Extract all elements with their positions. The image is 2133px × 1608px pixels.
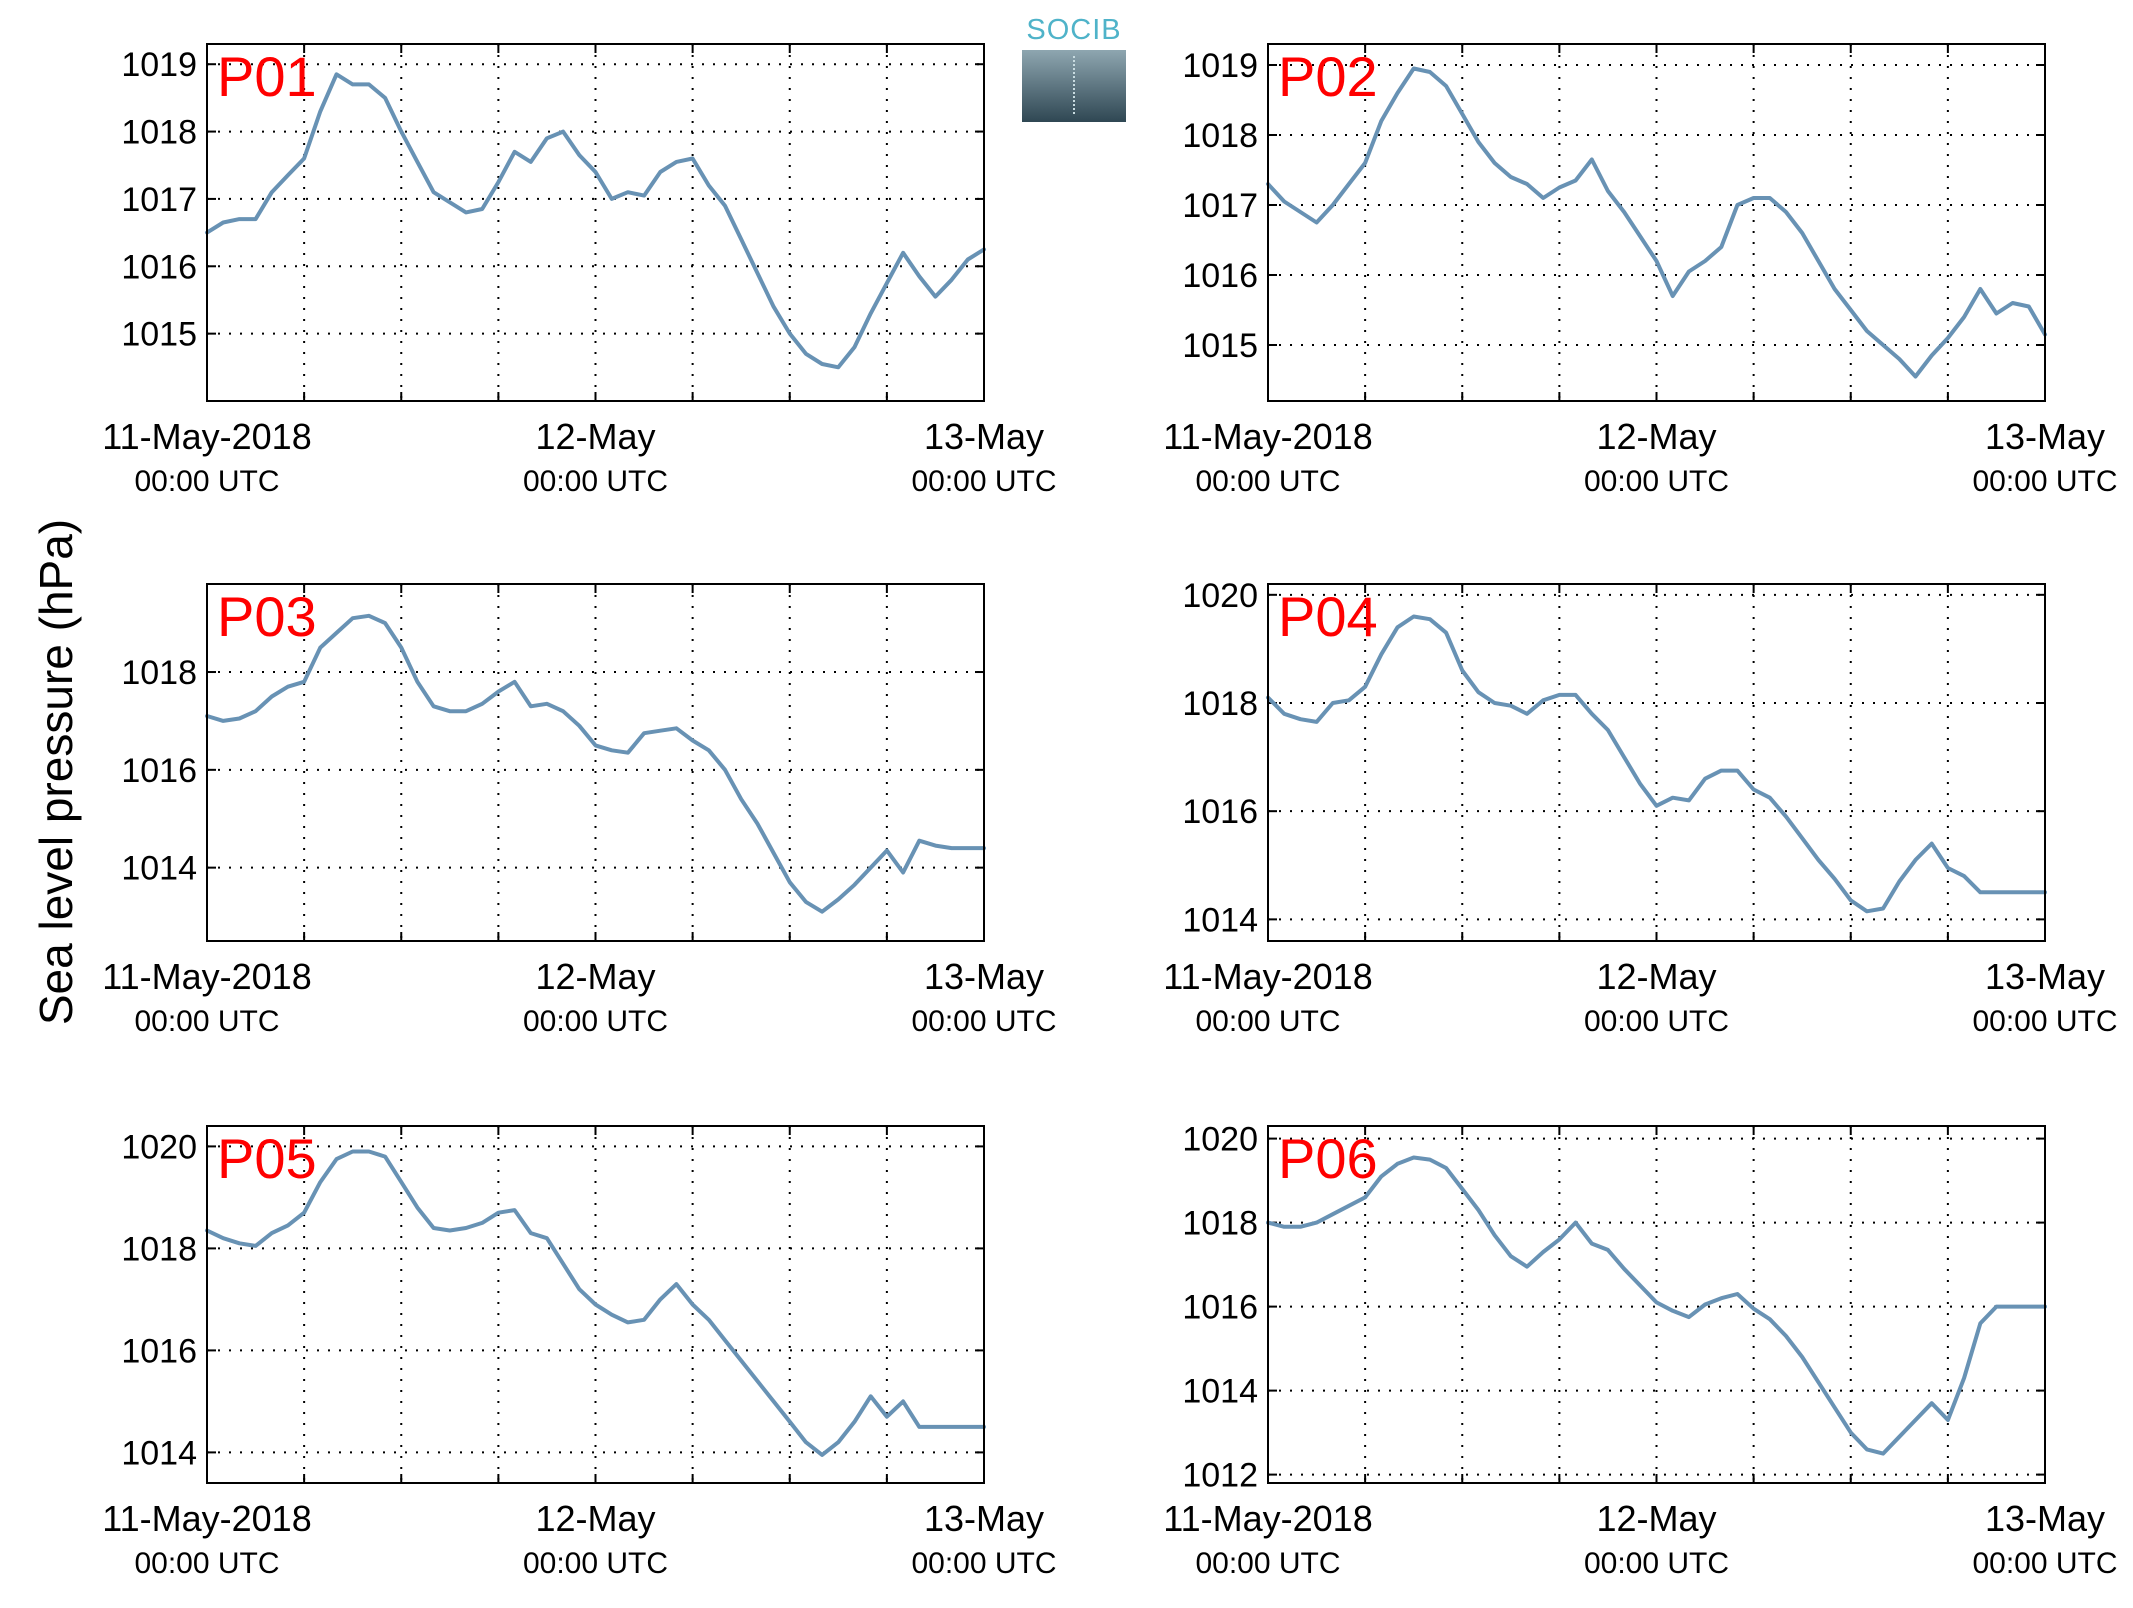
x-tick-label: 11-May-2018 [1163, 1498, 1372, 1539]
x-tick-sublabel: 00:00 UTC [1584, 465, 1729, 498]
y-tick-label: 1016 [1182, 793, 1258, 831]
x-tick-sublabel: 00:00 UTC [523, 1547, 668, 1580]
y-tick-label: 1017 [121, 181, 197, 219]
y-tick-label: 1016 [121, 1332, 197, 1370]
x-tick-label: 13-May [924, 1498, 1044, 1539]
y-tick-label: 1016 [121, 248, 197, 286]
plot-frame [1267, 1125, 2046, 1484]
series-line [205, 1149, 986, 1457]
panel-p03: 1014 1016 1018 P03 11-May-2018 00:00 UTC 12-Ma… [102, 583, 1057, 1038]
x-tick-label: 12-May [535, 416, 655, 457]
x-tick-sublabel: 00:00 UTC [134, 1005, 279, 1038]
panel-label: P02 [1278, 45, 1378, 108]
x-tick-label: 11-May-2018 [102, 956, 311, 997]
y-tick-label: 1020 [1182, 577, 1258, 615]
x-tick-sublabel: 00:00 UTC [523, 1005, 668, 1038]
x-tick-sublabel: 00:00 UTC [911, 465, 1056, 498]
x-tick-label: 12-May [1596, 1498, 1716, 1539]
panel-p06: 1012 1014 1016 1018 1020 P06 11-May-2018 00:00 … [1163, 1121, 2117, 1580]
y-tick-label: 1015 [121, 316, 197, 354]
x-tick-sublabel: 00:00 UTC [911, 1005, 1056, 1038]
x-tick-label: 11-May-2018 [102, 1498, 311, 1539]
y-tick-label: 1017 [1182, 187, 1258, 225]
y-tick-label: 1019 [121, 46, 197, 84]
panel-p05: 1014 1016 1018 1020 P05 11-May-2018 00:00 UTC 1… [102, 1125, 1057, 1580]
x-tick-sublabel: 00:00 UTC [134, 465, 279, 498]
x-tick-label: 12-May [535, 1498, 655, 1539]
y-tick-label: 1020 [121, 1128, 197, 1166]
plot-frame [206, 583, 985, 942]
x-tick-sublabel: 00:00 UTC [523, 465, 668, 498]
y-tick-label: 1018 [121, 1230, 197, 1268]
y-tick-label: 1018 [121, 654, 197, 692]
y-tick-label: 1012 [1182, 1457, 1258, 1495]
plot-frame [1267, 583, 2046, 942]
panel-label: P05 [217, 1127, 317, 1190]
x-tick-label: 12-May [535, 956, 655, 997]
x-tick-sublabel: 00:00 UTC [1972, 1005, 2117, 1038]
series-line [205, 613, 986, 914]
x-tick-label: 11-May-2018 [102, 416, 311, 457]
x-tick-sublabel: 00:00 UTC [1195, 1005, 1340, 1038]
panel-p01: 1015 1016 1017 1018 1019 P01 11-May-2018 00:00 … [102, 43, 1057, 498]
series-line [1266, 614, 2047, 914]
plot-frame [1267, 43, 2046, 402]
x-tick-label: 13-May [1985, 416, 2105, 457]
x-tick-sublabel: 00:00 UTC [134, 1547, 279, 1580]
x-tick-label: 13-May [924, 956, 1044, 997]
y-tick-label: 1014 [1182, 1373, 1258, 1411]
y-axis-title: Sea level pressure (hPa) [30, 519, 82, 1025]
x-tick-sublabel: 00:00 UTC [1584, 1005, 1729, 1038]
y-tick-label: 1020 [1182, 1121, 1258, 1159]
y-tick-label: 1015 [1182, 327, 1258, 365]
x-tick-sublabel: 00:00 UTC [1195, 465, 1340, 498]
x-tick-label: 13-May [924, 416, 1044, 457]
panel-p04: 1014 1016 1018 1020 P04 11-May-2018 00:00 UTC 1… [1163, 577, 2117, 1038]
plot-frame [206, 43, 985, 402]
x-tick-label: 13-May [1985, 956, 2105, 997]
x-tick-sublabel: 00:00 UTC [911, 1547, 1056, 1580]
y-tick-label: 1018 [1182, 117, 1258, 155]
series-line [205, 72, 986, 370]
y-tick-label: 1018 [1182, 685, 1258, 723]
panel-label: P03 [217, 585, 317, 648]
x-tick-sublabel: 00:00 UTC [1195, 1547, 1340, 1580]
panel-label: P04 [1278, 585, 1378, 648]
x-tick-label: 13-May [1985, 1498, 2105, 1539]
logo-dotted-line [1073, 56, 1075, 114]
y-tick-label: 1014 [121, 1434, 197, 1472]
panel-p02: 1015 1016 1017 1018 1019 P02 11-May-2018 00:00 … [1163, 43, 2118, 498]
series-line [1266, 66, 2047, 379]
x-tick-label: 12-May [1596, 416, 1716, 457]
y-tick-label: 1016 [1182, 257, 1258, 295]
series-line [1266, 1155, 2047, 1456]
panel-label: P01 [217, 45, 317, 108]
y-tick-label: 1019 [1182, 47, 1258, 85]
x-tick-sublabel: 00:00 UTC [1584, 1547, 1729, 1580]
x-tick-sublabel: 00:00 UTC [1972, 465, 2117, 498]
y-tick-label: 1016 [1182, 1289, 1258, 1327]
panel-label: P06 [1278, 1127, 1378, 1190]
y-tick-label: 1018 [121, 114, 197, 152]
logo-text: SOCIB [1026, 14, 1122, 46]
socib-logo: SOCIB [1022, 14, 1126, 122]
y-axis-title-text: Sea level pressure (hPa) [30, 519, 82, 1025]
y-tick-label: 1014 [1182, 901, 1258, 939]
x-tick-label: 12-May [1596, 956, 1716, 997]
x-tick-sublabel: 00:00 UTC [1972, 1547, 2117, 1580]
y-tick-label: 1018 [1182, 1205, 1258, 1243]
plot-frame [206, 1125, 985, 1484]
x-tick-label: 11-May-2018 [1163, 416, 1372, 457]
y-tick-label: 1016 [121, 752, 197, 790]
x-tick-label: 11-May-2018 [1163, 956, 1372, 997]
y-tick-label: 1014 [121, 850, 197, 888]
